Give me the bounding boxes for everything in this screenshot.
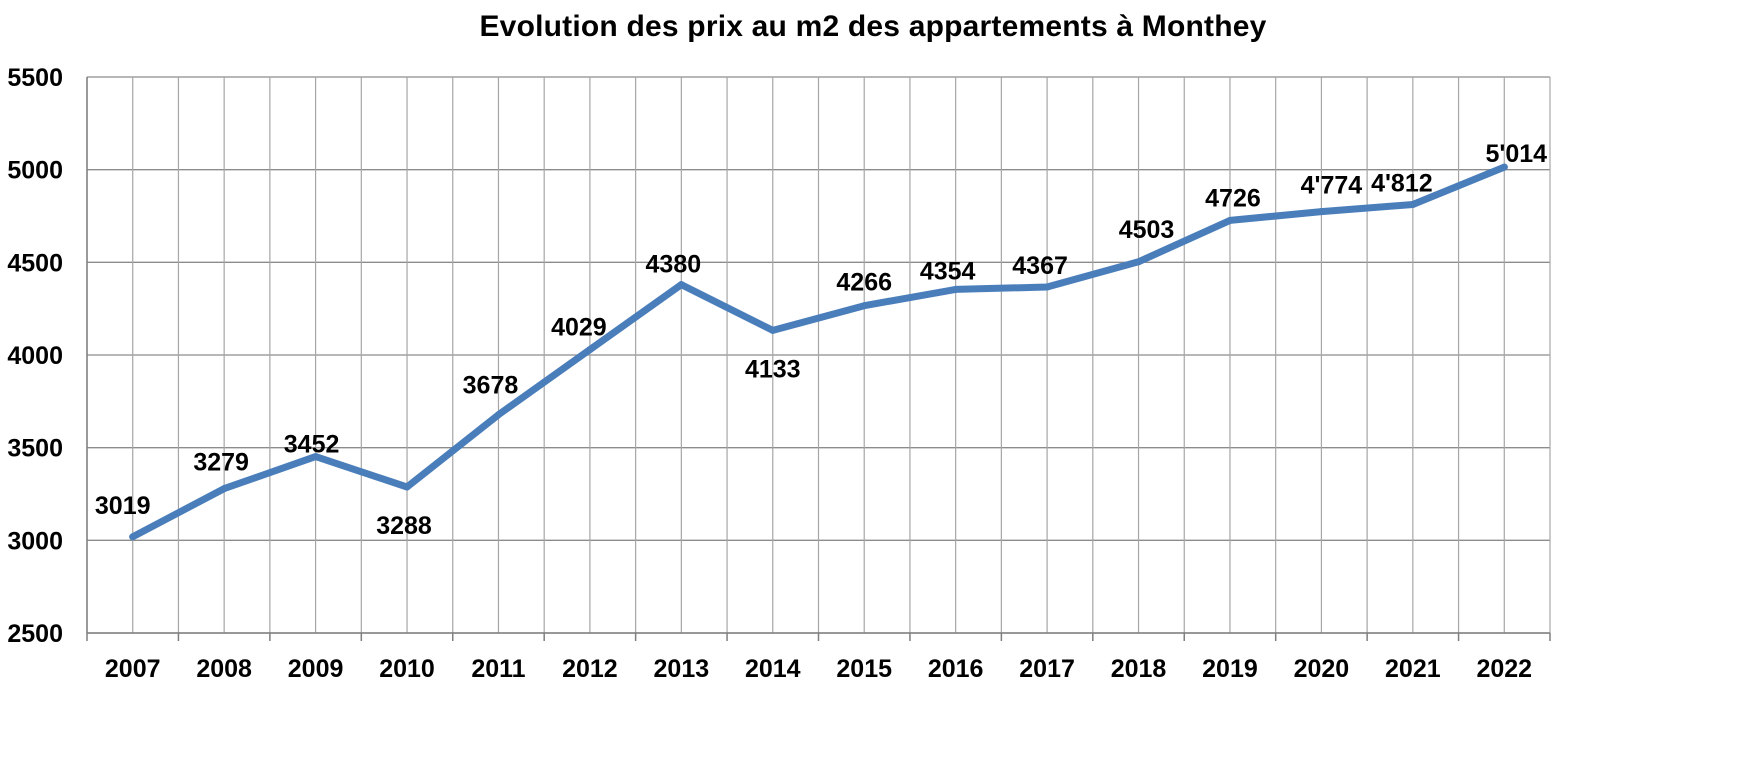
series-line-price: [129, 163, 1508, 541]
data-label: 4354: [920, 257, 976, 285]
data-label: 4'774: [1301, 172, 1363, 200]
series-line: [129, 163, 1508, 541]
data-point: [677, 281, 685, 289]
data-point: [952, 285, 960, 293]
data-point: [1226, 216, 1234, 224]
data-label: 4726: [1205, 184, 1261, 212]
x-tick-label: 2007: [105, 655, 161, 683]
x-tick-label: 2008: [196, 655, 252, 683]
x-tick-label: 2009: [288, 655, 344, 683]
x-tick-label: 2012: [562, 655, 618, 683]
data-labels: 3019 3279 3452 3288 3678 4029 4380 4133 4266 4354…: [95, 140, 1547, 540]
x-tick-label: 2018: [1111, 655, 1167, 683]
y-tick-label: 5500: [7, 64, 63, 92]
chart-title: Evolution des prix au m2 des appartement…: [479, 10, 1267, 43]
y-tick-label: 5000: [7, 157, 63, 185]
y-tick-label: 2500: [7, 620, 63, 648]
data-point: [494, 411, 502, 419]
x-tick-label: 2010: [379, 655, 435, 683]
data-point: [312, 453, 320, 461]
data-label: 5'014: [1486, 140, 1548, 168]
data-label: 3678: [463, 372, 519, 400]
y-tick-label: 4000: [7, 342, 63, 370]
data-label: 3288: [376, 512, 432, 540]
data-point: [220, 485, 228, 493]
data-point: [1043, 283, 1051, 291]
data-label: 3279: [193, 449, 249, 477]
x-tick-label: 2019: [1202, 655, 1258, 683]
x-tick-label: 2015: [836, 655, 892, 683]
data-point: [1317, 208, 1325, 216]
gridlines: [86, 76, 1551, 634]
x-tick-label: 2013: [654, 655, 710, 683]
x-tick-label: 2017: [1019, 655, 1075, 683]
y-tick-label: 3500: [7, 435, 63, 463]
y-tick-label: 4500: [7, 249, 63, 277]
data-point: [860, 302, 868, 310]
x-tick-label: 2011: [471, 655, 525, 683]
x-tick-label: 2016: [928, 655, 984, 683]
data-label: 4503: [1119, 216, 1175, 244]
data-point: [403, 483, 411, 491]
data-label: 3019: [95, 492, 151, 520]
data-label: 4367: [1012, 252, 1068, 280]
data-label: 4133: [745, 355, 801, 383]
x-axis-tick-labels: 2007 2008 2009 2010 2011 2012 2013 2014 2015 2016…: [105, 655, 1532, 683]
data-label: 4'812: [1371, 170, 1433, 198]
data-point: [1500, 163, 1508, 171]
y-tick-label: 3000: [7, 527, 63, 555]
x-tick-label: 2022: [1476, 655, 1532, 683]
data-label: 4029: [551, 314, 607, 342]
data-point: [1409, 201, 1417, 209]
data-point: [1135, 258, 1143, 266]
data-point: [586, 346, 594, 354]
data-point: [769, 326, 777, 334]
data-label: 4266: [836, 269, 892, 297]
y-axis-tick-labels: 2500 3000 3500 4000 4500 5000 5500: [7, 64, 63, 648]
data-point: [129, 533, 137, 541]
data-label: 4380: [646, 251, 702, 279]
data-label: 3452: [284, 431, 340, 459]
x-tick-label: 2014: [745, 655, 801, 683]
x-tick-label: 2021: [1385, 655, 1441, 683]
x-tick-label: 2020: [1294, 655, 1350, 683]
axes: [86, 77, 1551, 641]
